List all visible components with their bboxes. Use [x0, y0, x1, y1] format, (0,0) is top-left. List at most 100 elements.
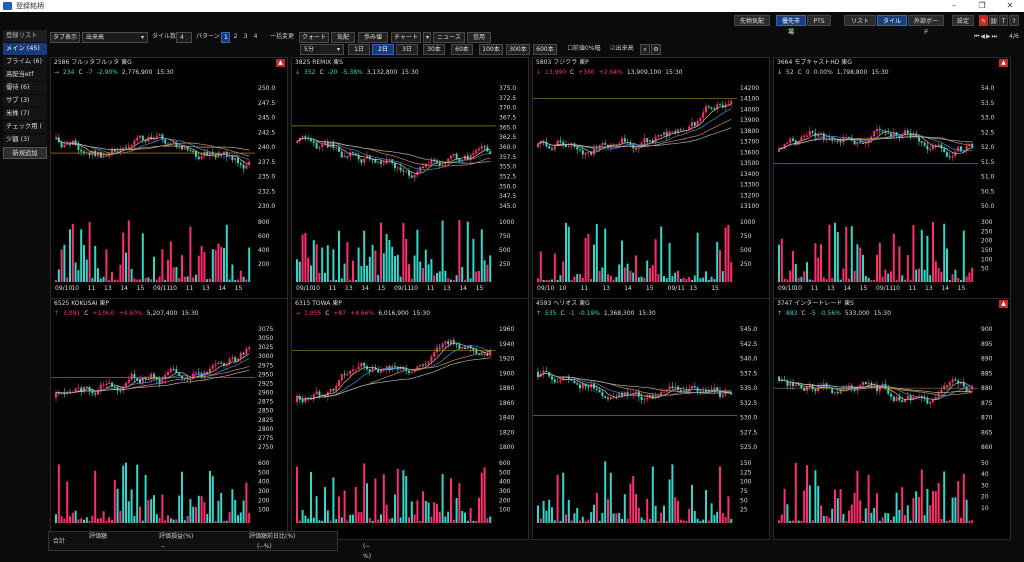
range-1d-button[interactable]: 1日	[348, 44, 370, 55]
sidebar-item-high-dividend[interactable]: 高配当etf	[3, 69, 47, 81]
stock-tile[interactable]: 2586 フルッタフルッタ 東G ▲ → 234 C -7 -2.90% 2,776,900 1…	[50, 57, 288, 299]
sidebar-item-benefits[interactable]: 優待 (6)	[3, 82, 47, 94]
stock-tile[interactable]: 3664 モブキャストHD 東G ▲ ↓ 52 C 0 0.00% 1,798,800 15:3…	[773, 57, 1011, 299]
stock-code: 4593	[536, 300, 552, 307]
zoom-icon[interactable]: ⌕	[640, 44, 650, 55]
price-chart[interactable]: 54.0 53.5 53.0 52.5 52.0 51.5 51.0 50.5 50.0	[774, 80, 1012, 212]
minimize-icon[interactable]: –	[952, 1, 956, 10]
candle-body	[915, 133, 918, 138]
range-600-button[interactable]: 600本	[533, 44, 557, 55]
price-chart[interactable]: 545.0 542.5 540.0 537.5 535.0 532.5 530.0 527.5…	[533, 321, 771, 453]
stock-tile[interactable]: 6315 TOWA 東P → 1,955 C +87 +4.66% 6,016,900 15:…	[291, 298, 529, 540]
stock-code: 3825	[295, 59, 311, 66]
price-chart[interactable]: 14200 14100 14000 13900 13800 13700 13600 13500…	[533, 80, 771, 212]
last-page-icon[interactable]: ⏭	[991, 33, 999, 40]
text-size-icon[interactable]: T	[999, 15, 1008, 26]
range-100-button[interactable]: 100本	[479, 44, 503, 55]
price-chart[interactable]: 3075 3050 3025 3000 2975 2950 2925 2900 2875 2850…	[51, 321, 289, 453]
pts-button[interactable]: PTS	[807, 15, 831, 26]
price-chart[interactable]: 900 895 890 885 880 875 870 865 860	[774, 321, 1012, 453]
stock-tile[interactable]: 3825 REMIX 東S ↓ 352 C -20 -5.38% 3,132,800 15:3…	[291, 57, 529, 299]
candle-body	[301, 136, 304, 138]
sidebar-item-main[interactable]: メイン (45)	[3, 43, 47, 55]
tile-count-stepper[interactable]: 4	[176, 32, 192, 43]
stock-tile[interactable]: 6525 KOKUSAI 東P ↑ 3,091 C +136.0 +4.60% 5,207,…	[50, 298, 288, 540]
tab-display-button[interactable]: タブ表示	[50, 32, 80, 43]
link-icon[interactable]: ⛓	[989, 15, 998, 26]
candle-body	[657, 134, 660, 137]
close-icon[interactable]: ✕	[1006, 1, 1014, 10]
credit-button[interactable]: 信用	[467, 32, 491, 43]
sort-select[interactable]: 出来高 ▾	[82, 32, 148, 43]
first-page-icon[interactable]: ⏮	[973, 33, 981, 40]
page-nav[interactable]: ⏮◀▶⏭	[966, 32, 1006, 43]
sidebar-item-sub[interactable]: サブ (3)	[3, 95, 47, 107]
tile-header[interactable]: 3747 インタートレード 東S	[774, 299, 1010, 309]
tile-header[interactable]: 3664 モブキャストHD 東G	[774, 58, 1010, 68]
alert-icon[interactable]: ▲	[276, 59, 285, 67]
restore-icon[interactable]: ❐	[978, 1, 986, 10]
candle-body	[640, 396, 643, 401]
sidebar-item-prime[interactable]: プライム (6)	[3, 56, 47, 68]
list-view-button[interactable]: リスト	[844, 15, 876, 26]
volume-toggle[interactable]: ☑出来高	[607, 44, 637, 55]
pattern-4-button[interactable]: 4	[253, 33, 258, 40]
volume-bar	[553, 520, 556, 523]
alert-icon[interactable]: ▲	[999, 300, 1008, 308]
help-icon[interactable]: ?	[1009, 15, 1019, 26]
volume-bar	[859, 500, 862, 523]
price-chart[interactable]: 375.0 372.5 370.0 367.5 365.0 362.5 360.0 357.5…	[292, 80, 530, 212]
candle-body	[948, 156, 951, 158]
primary-market-button[interactable]: 優先市場	[776, 15, 806, 36]
pattern-3-button[interactable]: 3	[243, 33, 248, 40]
volume-bar	[489, 255, 492, 282]
tile-header[interactable]: 6315 TOWA 東P	[292, 299, 528, 309]
board-button[interactable]: 気配	[331, 32, 355, 43]
pattern-1-button[interactable]: 1	[221, 32, 230, 43]
chart-dropdown-icon[interactable]: ▾	[423, 32, 431, 43]
candle-body	[301, 399, 304, 403]
stock-tile[interactable]: 3747 インタートレード 東S ▲ ↑ 883 C -5 -0.56% 533,000 15:…	[773, 298, 1011, 540]
candle-body	[220, 362, 223, 364]
tile-header[interactable]: 5803 フジクラ 東P	[533, 58, 769, 68]
tile-header[interactable]: 4593 ヘリオス 東G	[533, 299, 769, 309]
sidebar-item-check[interactable]: チェック用 (	[3, 121, 47, 133]
prev-page-icon[interactable]: ◀	[980, 33, 986, 40]
candle-body	[197, 372, 200, 374]
stock-tile[interactable]: 5803 フジクラ 東P ↓ 13,990 C +360 +2.64% 13,909,100…	[532, 57, 770, 299]
candle-body	[489, 151, 492, 154]
stock-tile[interactable]: 4593 ヘリオス 東G ↑ 535 C -1 -0.19% 1,368,300 15:30 5…	[532, 298, 770, 540]
price-chart[interactable]: 250.0 247.5 245.0 242.5 240.0 237.5 235.0 232.5…	[51, 80, 289, 212]
price-chart[interactable]: 1960 1940 1920 1900 1880 1860 1840 1820 1800	[292, 321, 530, 453]
external-board-button[interactable]: 外部ボード	[908, 15, 944, 36]
tile-header[interactable]: 6525 KOKUSAI 東P	[51, 299, 287, 309]
range-300-button[interactable]: 300本	[506, 44, 530, 55]
range-60-button[interactable]: 60本	[451, 44, 473, 55]
alert-icon[interactable]: ▲	[999, 59, 1008, 67]
chart-button[interactable]: チャート	[391, 32, 421, 43]
tile-header[interactable]: 3825 REMIX 東S	[292, 58, 528, 68]
sidebar-item-us-stocks[interactable]: 米株 (7)	[3, 108, 47, 120]
news-button[interactable]: ニュース	[433, 32, 465, 43]
range-3d-button[interactable]: 3日	[396, 44, 418, 55]
range-30-button[interactable]: 30本	[423, 44, 445, 55]
prev-close-toggle[interactable]: ☐前値0%幅	[563, 44, 605, 55]
tile-view-button[interactable]: タイル	[877, 15, 907, 26]
candle-body	[144, 377, 147, 380]
candle-body	[926, 145, 929, 150]
volume-bar	[839, 488, 842, 523]
range-2d-button[interactable]: 2日	[372, 44, 394, 55]
tick-button[interactable]: 歩み値	[358, 32, 388, 43]
tile-header[interactable]: 2586 フルッタフルッタ 東G	[51, 58, 287, 68]
candle-body	[214, 364, 217, 366]
pattern-2-button[interactable]: 2	[233, 33, 238, 40]
add-new-list-button[interactable]: 新規追加	[3, 147, 47, 159]
futures-board-button[interactable]: 先物気配	[734, 15, 770, 26]
quote-button[interactable]: クォート	[299, 32, 329, 43]
sidebar-item-small[interactable]: 少額 (3)	[3, 134, 47, 146]
settings-gear-icon[interactable]: ⚙	[651, 44, 661, 55]
pen-icon[interactable]: ✎	[979, 15, 988, 26]
next-page-icon[interactable]: ▶	[986, 33, 992, 40]
interval-select[interactable]: 5分 ▾	[300, 44, 344, 55]
settings-button[interactable]: 設定	[952, 15, 974, 26]
